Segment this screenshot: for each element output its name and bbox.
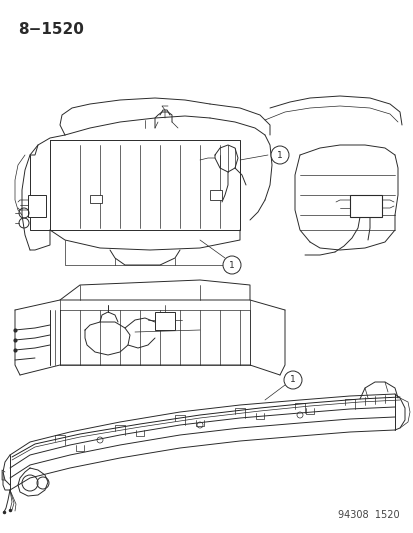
Circle shape — [271, 146, 288, 164]
Text: 1: 1 — [228, 261, 234, 270]
Circle shape — [283, 371, 301, 389]
Bar — [349, 195, 381, 217]
Text: 1: 1 — [290, 376, 295, 384]
Bar — [28, 195, 46, 217]
Bar — [154, 312, 175, 330]
Text: 8−1520: 8−1520 — [18, 22, 84, 37]
Bar — [90, 195, 102, 203]
Text: 94308  1520: 94308 1520 — [337, 510, 399, 520]
Text: 1: 1 — [276, 150, 282, 159]
Circle shape — [223, 256, 240, 274]
Bar — [209, 190, 221, 200]
